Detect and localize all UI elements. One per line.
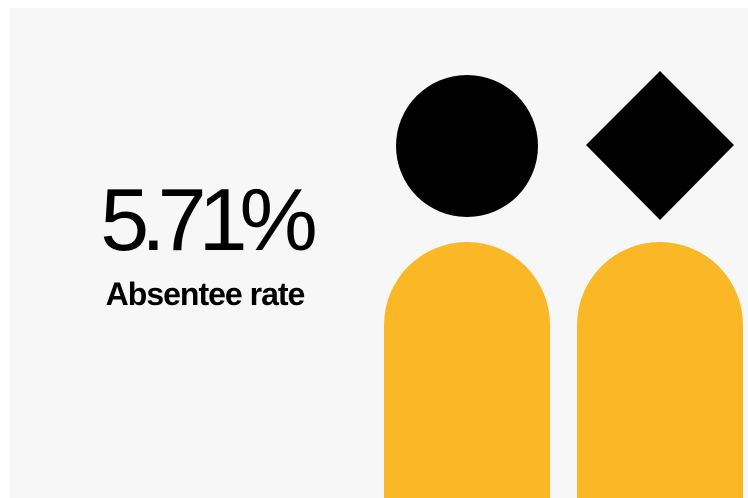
stat-label: Absentee rate xyxy=(105,276,306,312)
figure-body-right xyxy=(577,242,743,498)
stat-value: 5.71% xyxy=(100,170,318,269)
people-illustration xyxy=(384,71,743,498)
diamond-icon xyxy=(586,71,734,220)
absentee-rate-card: 5.71% Absentee rate xyxy=(10,8,748,498)
figure-body-left xyxy=(384,242,550,498)
stat-block: 5.71% Absentee rate xyxy=(60,170,350,314)
circle-icon xyxy=(396,75,538,217)
